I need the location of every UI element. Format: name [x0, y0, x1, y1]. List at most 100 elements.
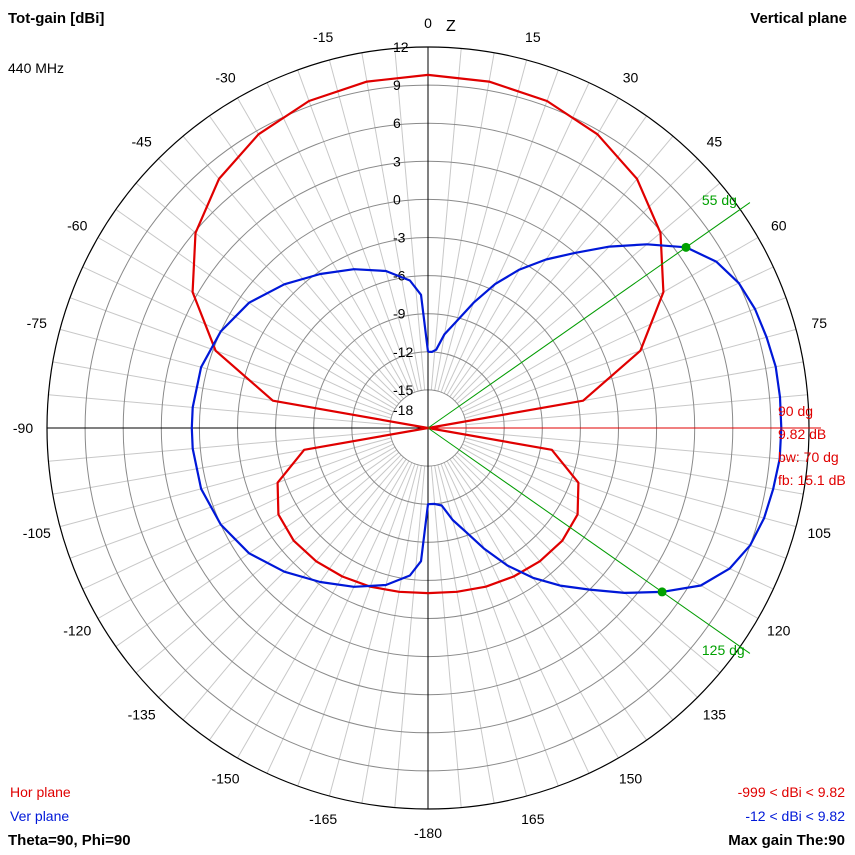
grid-spoke — [328, 464, 419, 797]
angle-tick-label: 30 — [623, 69, 639, 85]
grid-spoke — [465, 430, 808, 462]
angle-tick-labels: 0 15 30 45 60 75 105 120 135 150 165 -18 0 -165 -150 -1… — [13, 15, 831, 841]
ring-tick-label: 12 — [393, 39, 409, 55]
grid-spoke — [209, 458, 407, 741]
grid-spoke — [394, 465, 426, 808]
angle-tick-label: -165 — [309, 811, 337, 827]
half-power-dot — [681, 242, 691, 252]
grid-spoke — [182, 135, 404, 400]
angle-tick-label: 135 — [703, 706, 727, 722]
grid-spoke — [115, 449, 398, 647]
chart-title: Tot-gain [dBi] — [8, 10, 104, 27]
grid-spoke — [446, 460, 619, 759]
angle-tick-label: -150 — [211, 771, 239, 787]
grid-spoke — [452, 456, 674, 721]
grid-spoke — [463, 297, 787, 416]
angle-tick-label: 60 — [771, 218, 787, 234]
grid-spoke — [460, 237, 759, 410]
grid-spoke — [297, 463, 416, 787]
ring-tick-label: -18 — [393, 402, 413, 418]
max-gain-label: 9.82 dB — [778, 426, 826, 442]
grid-spoke — [449, 115, 647, 398]
grid-spoke — [443, 462, 590, 774]
grid-spoke — [69, 440, 393, 559]
front-back-label: fb: 15.1 dB — [778, 472, 846, 488]
angle-tick-label: -120 — [63, 623, 91, 639]
ver-plane-legend: Ver plane — [10, 808, 69, 824]
grid-spoke — [158, 158, 402, 402]
grid-spoke — [82, 443, 394, 590]
angle-tick-label: -15 — [313, 29, 333, 45]
grid-spoke — [454, 454, 698, 698]
half-power-dot — [657, 587, 667, 597]
grid-spoke — [69, 297, 393, 416]
grid-spoke — [59, 437, 392, 528]
angle-tick-label: 15 — [525, 29, 541, 45]
grid-spoke — [237, 97, 410, 396]
angle-tick-label: 105 — [808, 525, 832, 541]
grid-spoke — [328, 59, 419, 392]
grid-spoke — [462, 443, 774, 590]
grid-spoke — [456, 452, 721, 674]
grid-spoke — [437, 59, 528, 392]
plane-label: Vertical plane — [750, 10, 847, 27]
grid-spoke — [48, 394, 391, 426]
ring-tick-label: 0 — [393, 191, 401, 207]
grid-spoke — [266, 82, 413, 394]
grid-spoke — [430, 48, 462, 391]
grid-spoke — [440, 463, 559, 787]
ring-tick-label: -15 — [393, 382, 413, 398]
grid-spoke — [464, 437, 797, 528]
grid-spoke — [462, 266, 774, 413]
half-power-line — [427, 202, 751, 429]
theta-phi-label: Theta=90, Phi=90 — [8, 832, 131, 849]
grid-spoke — [48, 430, 391, 462]
grid-spoke — [449, 458, 647, 741]
half-power-label: 55 dg — [702, 192, 737, 208]
angle-tick-label: 150 — [619, 771, 643, 787]
grid-spoke — [452, 135, 674, 400]
grid-spoke — [446, 97, 619, 396]
angle-tick-label: -75 — [27, 315, 47, 331]
ver-plane-curve — [190, 243, 783, 594]
hor-plane-curve — [191, 73, 665, 595]
z-axis-label: Z — [446, 18, 456, 35]
ring-tick-label: 6 — [393, 115, 401, 131]
angle-tick-label: -30 — [215, 69, 235, 85]
grid-spoke — [443, 82, 590, 394]
ver-range-label: -12 < dBi < 9.82 — [745, 808, 845, 824]
grid-spoke — [460, 446, 759, 619]
max-direction-label: 90 dg — [778, 403, 813, 419]
grid-spoke — [454, 158, 698, 402]
angle-tick-label: -135 — [128, 706, 156, 722]
angle-tick-label: 45 — [707, 134, 723, 150]
grid-spoke — [97, 237, 396, 410]
angle-tick-label: -105 — [23, 525, 51, 541]
beamwidth-label: bw: 70 dg — [778, 449, 839, 465]
angle-tick-label: 75 — [811, 315, 827, 331]
grid-spoke — [464, 328, 797, 419]
angle-tick-label: 120 — [767, 623, 791, 639]
grid-spoke — [440, 69, 559, 393]
frequency-label: 440 MHz — [8, 60, 64, 76]
grid-spoke — [297, 69, 416, 393]
angle-tick-label: 165 — [521, 811, 545, 827]
grid-spoke — [394, 48, 426, 391]
angle-tick-label: 0 — [424, 15, 432, 31]
grid-spoke — [115, 209, 398, 407]
grid-spoke — [237, 460, 410, 759]
grid-spoke — [430, 465, 462, 808]
grid-spoke — [361, 465, 422, 804]
grid-spoke — [266, 462, 413, 774]
pattern-series — [190, 73, 783, 595]
grid-spoke — [59, 328, 392, 419]
grid-spoke — [434, 465, 495, 804]
grid-spoke — [82, 266, 394, 413]
hor-plane-legend: Hor plane — [10, 784, 71, 800]
grid-spoke — [209, 115, 407, 398]
ring-tick-label: 3 — [393, 153, 401, 169]
grid-spoke — [97, 446, 396, 619]
grid-spoke — [456, 182, 721, 404]
